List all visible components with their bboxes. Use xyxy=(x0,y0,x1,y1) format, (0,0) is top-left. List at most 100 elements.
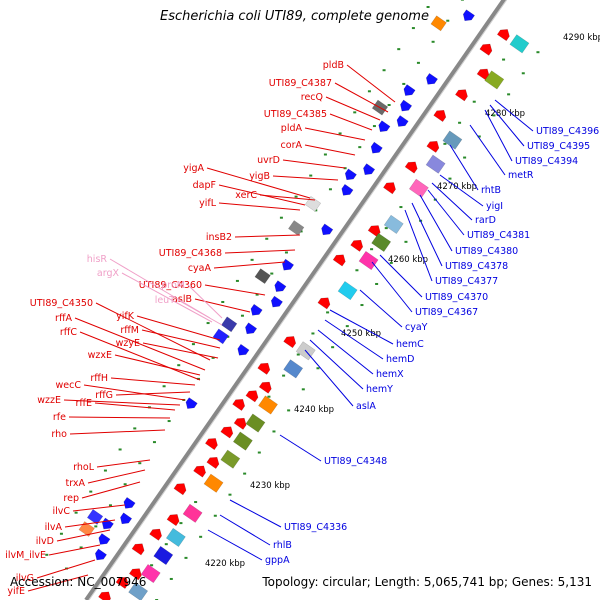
forward-gene-label: rffM xyxy=(120,325,139,336)
cog-block-left xyxy=(245,413,266,433)
cog-block-left xyxy=(182,503,203,523)
forward-gene-leader xyxy=(142,342,219,359)
scale-label-6: 4280 kbp xyxy=(485,109,525,119)
forward-gene-leader xyxy=(234,234,301,238)
tick-mark xyxy=(257,451,261,454)
tick-mark xyxy=(294,195,298,198)
forward-gene-label: wecC xyxy=(56,380,82,391)
forward-gene-leader xyxy=(83,384,186,401)
reverse-gene-arrow xyxy=(98,533,111,545)
forward-gene-label: wzzE xyxy=(37,395,61,406)
reverse-gene-leader xyxy=(411,202,443,267)
forward-gene-arrow xyxy=(257,362,271,375)
reverse-gene-arrow xyxy=(363,163,376,175)
tick-mark xyxy=(243,472,247,475)
forward-gene-label: UTI89_C4350 xyxy=(30,298,93,309)
tick-mark xyxy=(311,332,315,335)
scale-label-0: 4220 kbp xyxy=(205,559,245,569)
tick-mark xyxy=(118,448,122,451)
forward-gene-leader xyxy=(304,144,356,156)
forward-gene-arrow xyxy=(245,390,259,403)
tick-mark xyxy=(296,353,300,356)
reverse-gene-label: rhlB xyxy=(273,540,292,551)
reverse-gene-leader xyxy=(449,144,479,191)
reverse-gene-leader xyxy=(439,174,484,207)
cog-block-left xyxy=(283,359,304,379)
scale-label-3: 4250 kbp xyxy=(341,329,381,339)
forward-gene-arrow xyxy=(479,43,493,56)
tick-mark xyxy=(150,564,154,567)
tick-mark xyxy=(79,546,83,549)
tick-mark xyxy=(384,227,388,230)
tick-mark xyxy=(328,188,332,191)
tick-mark xyxy=(360,304,364,307)
tick-mark xyxy=(521,72,525,75)
tick-mark xyxy=(463,156,467,159)
cog-block-left xyxy=(153,545,174,566)
accession-label: Accession: NC_007946 xyxy=(10,575,147,589)
tick-mark xyxy=(74,511,78,514)
forward-gene-label: ilvG xyxy=(16,573,34,584)
forward-gene-arrow xyxy=(496,29,510,42)
forward-gene-arrow xyxy=(220,426,234,439)
rna-gene-label: leuT xyxy=(155,295,176,306)
scale-label-1: 4230 kbp xyxy=(250,481,290,491)
forward-gene-label: ilvA xyxy=(45,522,63,533)
tick-mark xyxy=(367,90,371,93)
forward-gene-arrow xyxy=(350,239,364,252)
forward-gene-leader xyxy=(304,127,366,141)
rna-gene-label: hisR xyxy=(87,254,108,265)
forward-gene-leader xyxy=(72,504,126,512)
forward-gene-label: ilvD xyxy=(36,536,54,547)
reverse-gene-label: UTI89_C4394 xyxy=(515,156,578,167)
forward-gene-label: rffG xyxy=(95,390,113,401)
forward-gene-leader xyxy=(68,416,171,419)
cog-block-right xyxy=(254,268,271,285)
tick-mark xyxy=(270,272,274,275)
forward-gene-leader xyxy=(69,429,166,435)
forward-gene-arrow xyxy=(98,591,111,600)
tick-mark xyxy=(536,51,540,54)
forward-gene-label: rffH xyxy=(90,373,108,384)
cog-block-left xyxy=(442,130,463,150)
forward-gene-arrow xyxy=(206,456,220,469)
forward-gene-leader xyxy=(79,331,201,381)
reverse-gene-label: UTI89_C4378 xyxy=(445,261,508,272)
tick-mark xyxy=(446,19,450,22)
forward-gene-leader xyxy=(36,559,96,579)
forward-gene-arrow xyxy=(383,182,396,195)
tick-mark xyxy=(355,269,359,272)
reverse-gene-label: aslA xyxy=(356,401,376,412)
scale-label-2: 4240 kbp xyxy=(294,405,334,415)
cog-block-left xyxy=(258,395,278,415)
reverse-gene-leader xyxy=(431,182,473,221)
reverse-gene-label: UTI89_C4370 xyxy=(425,292,488,303)
tick-mark xyxy=(353,111,357,114)
cog-block-left xyxy=(371,232,392,253)
tick-mark xyxy=(338,132,342,135)
tick-mark xyxy=(358,146,362,149)
backbone-line xyxy=(84,0,507,600)
tick-mark xyxy=(431,40,435,43)
reverse-gene-label: UTI89_C4381 xyxy=(467,230,530,241)
forward-gene-leader xyxy=(224,249,296,254)
tick-mark xyxy=(45,553,49,556)
forward-gene-leader xyxy=(213,261,286,269)
tick-mark xyxy=(267,395,271,398)
forward-gene-label: UTI89_C4385 xyxy=(264,109,327,120)
tick-mark xyxy=(309,174,313,177)
forward-gene-label: yigA xyxy=(183,163,204,174)
tick-mark xyxy=(272,430,276,433)
forward-gene-leader xyxy=(94,402,176,411)
forward-gene-label: rffA xyxy=(55,313,72,324)
reverse-gene-label: UTI89_C4396 xyxy=(536,126,599,137)
map-title: Escherichia coli UTI89, complete genome xyxy=(160,9,429,24)
reverse-gene-leader xyxy=(324,319,384,360)
cog-block-right xyxy=(221,316,238,333)
tick-mark xyxy=(179,522,183,525)
forward-gene-label: corA xyxy=(281,140,303,151)
forward-gene-leader xyxy=(282,159,346,169)
forward-gene-label: UTI89_C4368 xyxy=(159,248,222,259)
reverse-gene-arrow xyxy=(396,115,409,127)
reverse-gene-leader xyxy=(304,349,354,407)
